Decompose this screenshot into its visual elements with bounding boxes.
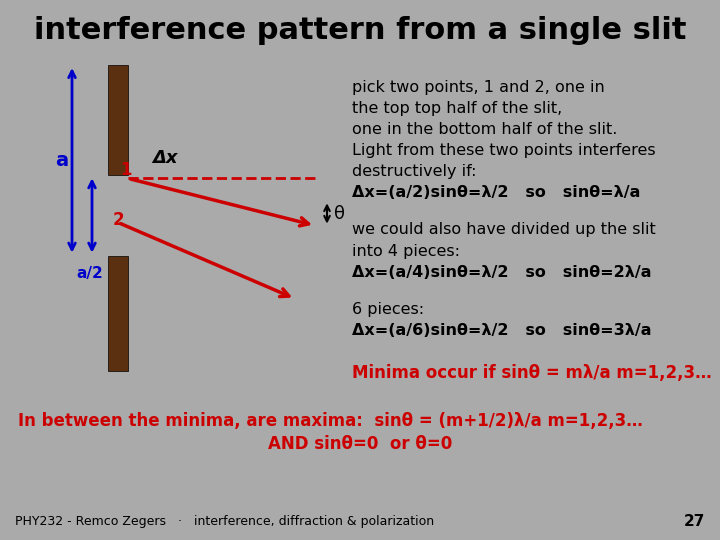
- Text: AND sinθ=0  or θ=0: AND sinθ=0 or θ=0: [268, 435, 452, 453]
- Bar: [108, 255, 128, 371]
- Text: 2: 2: [112, 212, 124, 230]
- Text: into 4 pieces:: into 4 pieces:: [352, 244, 460, 259]
- Text: Light from these two points interferes: Light from these two points interferes: [352, 143, 656, 158]
- Text: pick two points, 1 and 2, one in: pick two points, 1 and 2, one in: [352, 80, 605, 95]
- Text: 27: 27: [683, 514, 705, 529]
- Text: Δx=(a/6)sinθ=λ/2   so   sinθ=3λ/a: Δx=(a/6)sinθ=λ/2 so sinθ=3λ/a: [352, 323, 652, 338]
- Text: 1: 1: [120, 161, 132, 179]
- Bar: [108, 65, 128, 176]
- Text: a/2: a/2: [76, 266, 104, 281]
- Text: Δx=(a/4)sinθ=λ/2   so   sinθ=2λ/a: Δx=(a/4)sinθ=λ/2 so sinθ=2λ/a: [352, 265, 652, 280]
- Text: Δx=(a/2)sinθ=λ/2   so   sinθ=λ/a: Δx=(a/2)sinθ=λ/2 so sinθ=λ/a: [352, 185, 640, 200]
- Text: Minima occur if sinθ = mλ/a m=1,2,3…: Minima occur if sinθ = mλ/a m=1,2,3…: [352, 364, 712, 382]
- Text: interference pattern from a single slit: interference pattern from a single slit: [34, 16, 686, 45]
- Text: θ: θ: [334, 206, 345, 224]
- Text: a: a: [55, 151, 68, 170]
- Text: Δx: Δx: [152, 150, 178, 167]
- Text: we could also have divided up the slit: we could also have divided up the slit: [352, 222, 656, 238]
- Text: destructively if:: destructively if:: [352, 164, 477, 179]
- Text: 6 pieces:: 6 pieces:: [352, 302, 424, 316]
- Text: one in the bottom half of the slit.: one in the bottom half of the slit.: [352, 122, 617, 137]
- Text: In between the minima, are maxima:  sinθ = (m+1/2)λ/a m=1,2,3…: In between the minima, are maxima: sinθ …: [18, 412, 643, 430]
- Text: PHY232 - Remco Zegers   ·   interference, diffraction & polarization: PHY232 - Remco Zegers · interference, di…: [15, 515, 434, 528]
- Text: the top top half of the slit,: the top top half of the slit,: [352, 101, 562, 116]
